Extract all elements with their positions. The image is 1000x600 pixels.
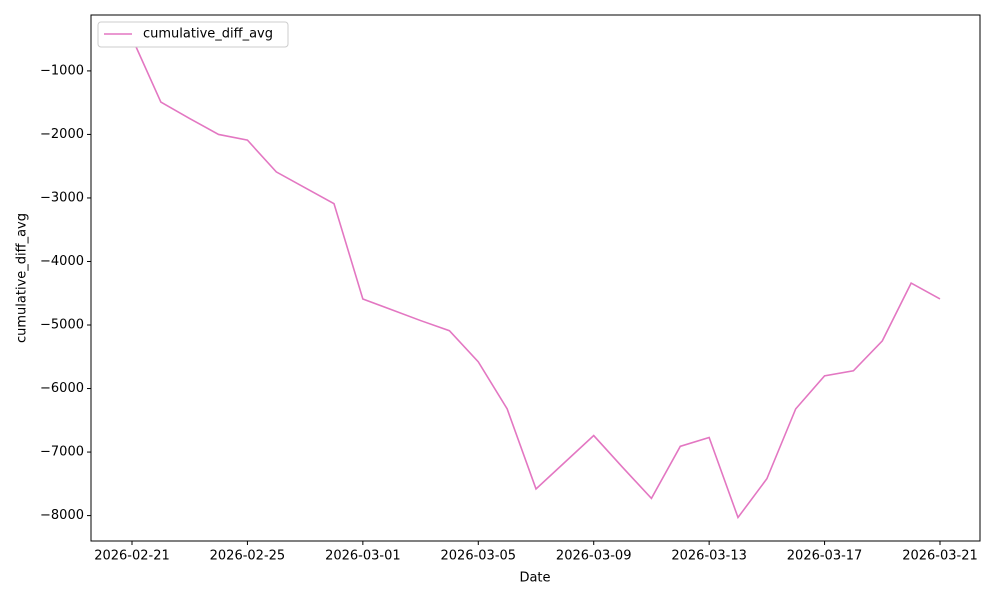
x-tick-label: 2026-03-09 bbox=[556, 549, 632, 564]
x-axis-label: Date bbox=[519, 571, 550, 586]
legend-box bbox=[97, 21, 289, 48]
x-tick-label: 2026-03-21 bbox=[902, 549, 978, 564]
y-tick-label: −1000 bbox=[40, 63, 84, 78]
x-tick-label: 2026-03-01 bbox=[325, 549, 401, 564]
y-axis-label: cumulative_diff_avg bbox=[15, 213, 30, 343]
x-tick-label: 2026-03-05 bbox=[441, 549, 517, 564]
x-tick-label: 2026-03-17 bbox=[787, 549, 863, 564]
y-tick-label: −8000 bbox=[40, 508, 84, 523]
y-tick-label: −5000 bbox=[40, 318, 84, 333]
y-tick-label: −3000 bbox=[40, 190, 84, 205]
y-tick-label: −4000 bbox=[40, 254, 84, 269]
y-tick-label: −6000 bbox=[40, 381, 84, 396]
x-tick-label: 2026-02-21 bbox=[94, 549, 170, 564]
plot-frame bbox=[90, 14, 981, 542]
data-line bbox=[131, 37, 941, 520]
x-tick-label: 2026-02-25 bbox=[210, 549, 286, 564]
y-tick-label: −2000 bbox=[40, 127, 84, 142]
y-tick-label: −7000 bbox=[40, 445, 84, 460]
legend-label: cumulative_diff_avg bbox=[143, 27, 273, 42]
x-tick-label: 2026-03-13 bbox=[671, 549, 747, 564]
